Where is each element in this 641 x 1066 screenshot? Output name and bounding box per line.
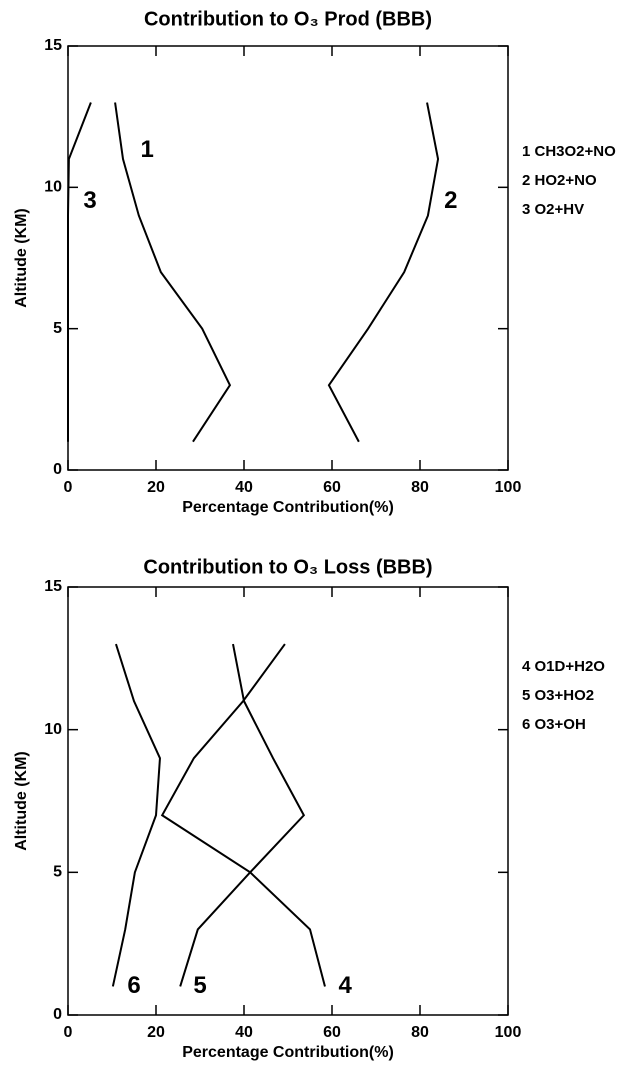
y-tick-label: 0: [53, 461, 62, 478]
chart-title: Contribution to O₃ Loss (BBB): [143, 556, 432, 578]
legend-entry: 4 O1D+H2O: [522, 658, 605, 675]
series-tag: 4: [339, 972, 353, 999]
series-tag: 3: [83, 187, 96, 214]
plot-frame: [67, 45, 509, 471]
x-axis-label: Percentage Contribution(%): [182, 1044, 394, 1061]
x-tick-label: 0: [64, 1024, 73, 1041]
x-tick-label: 40: [235, 479, 253, 496]
line-series: [114, 102, 232, 443]
legend-entry: 1 CH3O2+NO: [522, 143, 616, 160]
y-tick-label: 15: [44, 578, 62, 595]
x-tick-label: 20: [147, 1024, 165, 1041]
x-tick-label: 60: [323, 1024, 341, 1041]
y-tick-label: 10: [44, 179, 62, 196]
x-tick-label: 80: [411, 1024, 429, 1041]
y-tick-label: 10: [44, 721, 62, 738]
x-tick-label: 100: [495, 479, 522, 496]
y-tick-label: 5: [53, 864, 62, 881]
x-tick-label: 0: [64, 479, 73, 496]
legend-entry: 3 O2+HV: [522, 201, 584, 218]
series-tag: 6: [127, 972, 140, 999]
legend-entry: 6 O3+OH: [522, 716, 586, 733]
line-series: [327, 102, 440, 443]
y-tick-label: 5: [53, 320, 62, 337]
series-tag: 2: [444, 187, 457, 214]
legend-entry: 2 HO2+NO: [522, 172, 597, 189]
chart-title: Contribution to O₃ Prod (BBB): [144, 8, 432, 30]
y-axis-label: Altitude (KM): [13, 208, 30, 308]
x-tick-label: 40: [235, 1024, 253, 1041]
plot-frame: [67, 586, 509, 1016]
series-tag: 5: [193, 972, 206, 999]
line-series: [111, 643, 161, 987]
line-series: [67, 102, 92, 442]
x-tick-label: 60: [323, 479, 341, 496]
legend-entry: 5 O3+HO2: [522, 687, 594, 704]
y-tick-label: 15: [44, 37, 62, 54]
y-tick-label: 0: [53, 1006, 62, 1023]
series-tag: 1: [141, 136, 154, 163]
x-tick-label: 80: [411, 479, 429, 496]
line-series: [179, 643, 306, 987]
y-axis-label: Altitude (KM): [13, 751, 30, 851]
x-axis-label: Percentage Contribution(%): [182, 499, 394, 516]
x-tick-label: 100: [495, 1024, 522, 1041]
x-tick-label: 20: [147, 479, 165, 496]
